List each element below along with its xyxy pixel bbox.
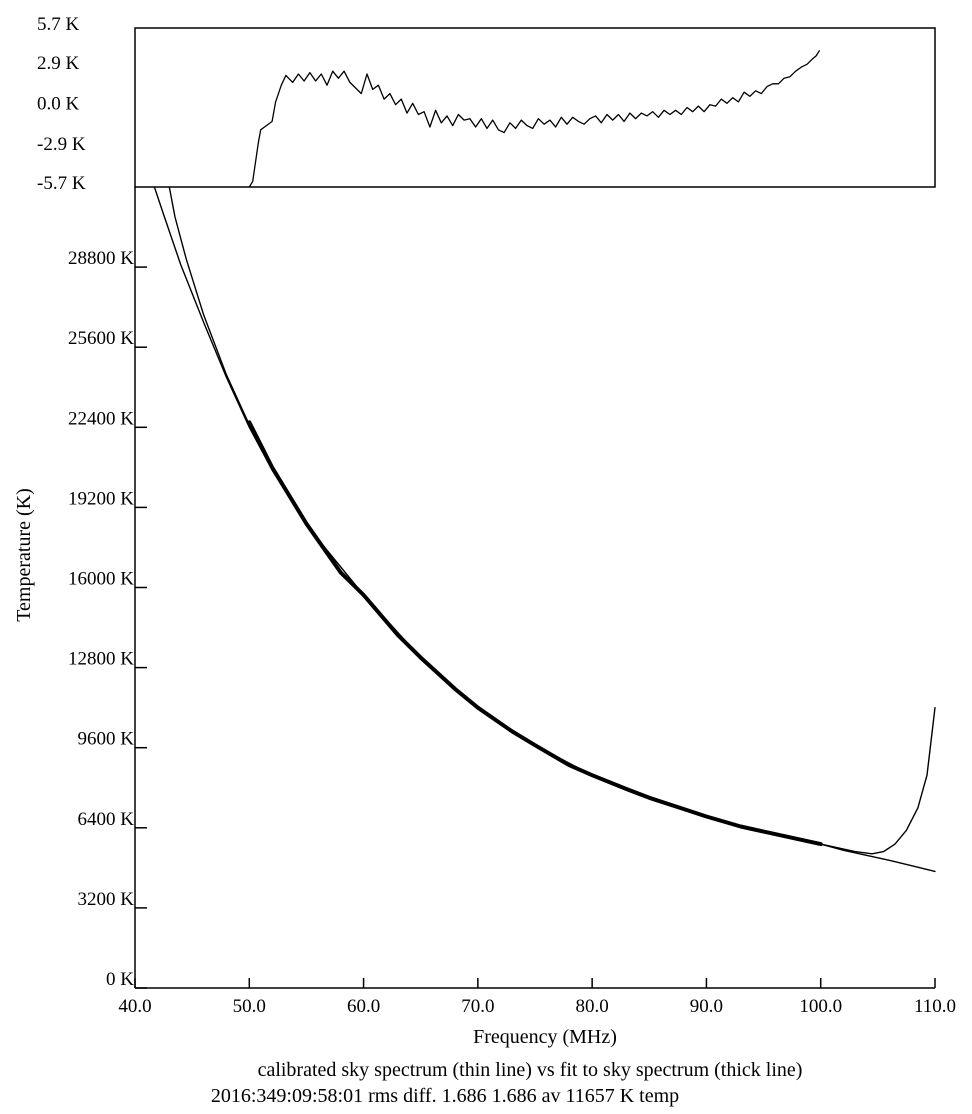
main-y-tick-label: 16000 K [68, 569, 134, 590]
main-x-tick-label: 70.0 [461, 996, 494, 1017]
main-y-tick-label: 12800 K [68, 649, 134, 670]
x-axis-title: Frequency (MHz) [473, 1026, 617, 1048]
residual-series [248, 49, 821, 188]
main-x-tick-label: 90.0 [690, 996, 723, 1017]
main-series [153, 187, 936, 873]
caption-line-1: calibrated sky spectrum (thin line) vs f… [258, 1059, 803, 1081]
residual-y-tick-label: -2.9 K [37, 134, 86, 155]
main-x-tick-label: 100.0 [799, 996, 842, 1017]
main-x-tick-label: 40.0 [118, 996, 151, 1017]
sky-spectrum-line [820, 843, 936, 873]
main-y-tick-label: 6400 K [78, 809, 135, 830]
residual-y-ticks: 5.7 K 2.9 K 0.0 K -2.9 K -5.7 K [37, 14, 86, 194]
residual-y-tick-label: 0.0 K [37, 94, 80, 115]
main-x-tick-label: 80.0 [576, 996, 609, 1017]
residual-y-tick-label: 2.9 K [37, 53, 80, 74]
main-y-tick-label: 3200 K [78, 889, 135, 910]
main-x-tick-label: 110.0 [914, 996, 956, 1017]
main-x-ticks: 40.0 50.0 60.0 70.0 80.0 90.0 100.0 110.0 [118, 978, 956, 1017]
residual-y-tick-label: 5.7 K [37, 14, 80, 35]
main-y-tick-label: 28800 K [68, 248, 134, 269]
main-plot-axes [134, 187, 935, 989]
main-y-tick-label: 9600 K [78, 729, 135, 750]
y-axis-title: Temperature (K) [13, 488, 35, 622]
residual-plot-frame [134, 27, 936, 188]
fit-spectrum-line [247, 420, 823, 847]
main-y-tick-label: 19200 K [68, 488, 134, 509]
residual-frame [134, 27, 936, 188]
sky-spectrum-line [153, 187, 936, 855]
caption-line-2: 2016:349:09:58:01 rms diff. 1.686 1.686 … [211, 1085, 679, 1107]
sky-spectrum-line [168, 187, 251, 426]
main-x-tick-label: 60.0 [347, 996, 380, 1017]
residual-series-line [248, 49, 821, 188]
main-y-tick-label: 25600 K [68, 328, 134, 349]
main-x-tick-label: 50.0 [233, 996, 266, 1017]
main-y-tick-label: 0 K [106, 969, 134, 990]
main-y-tick-label: 22400 K [68, 408, 134, 429]
main-y-ticks: 28800 K 25600 K 22400 K 19200 K 16000 K 12800… [68, 248, 147, 990]
residual-y-tick-label: -5.7 K [37, 173, 86, 194]
